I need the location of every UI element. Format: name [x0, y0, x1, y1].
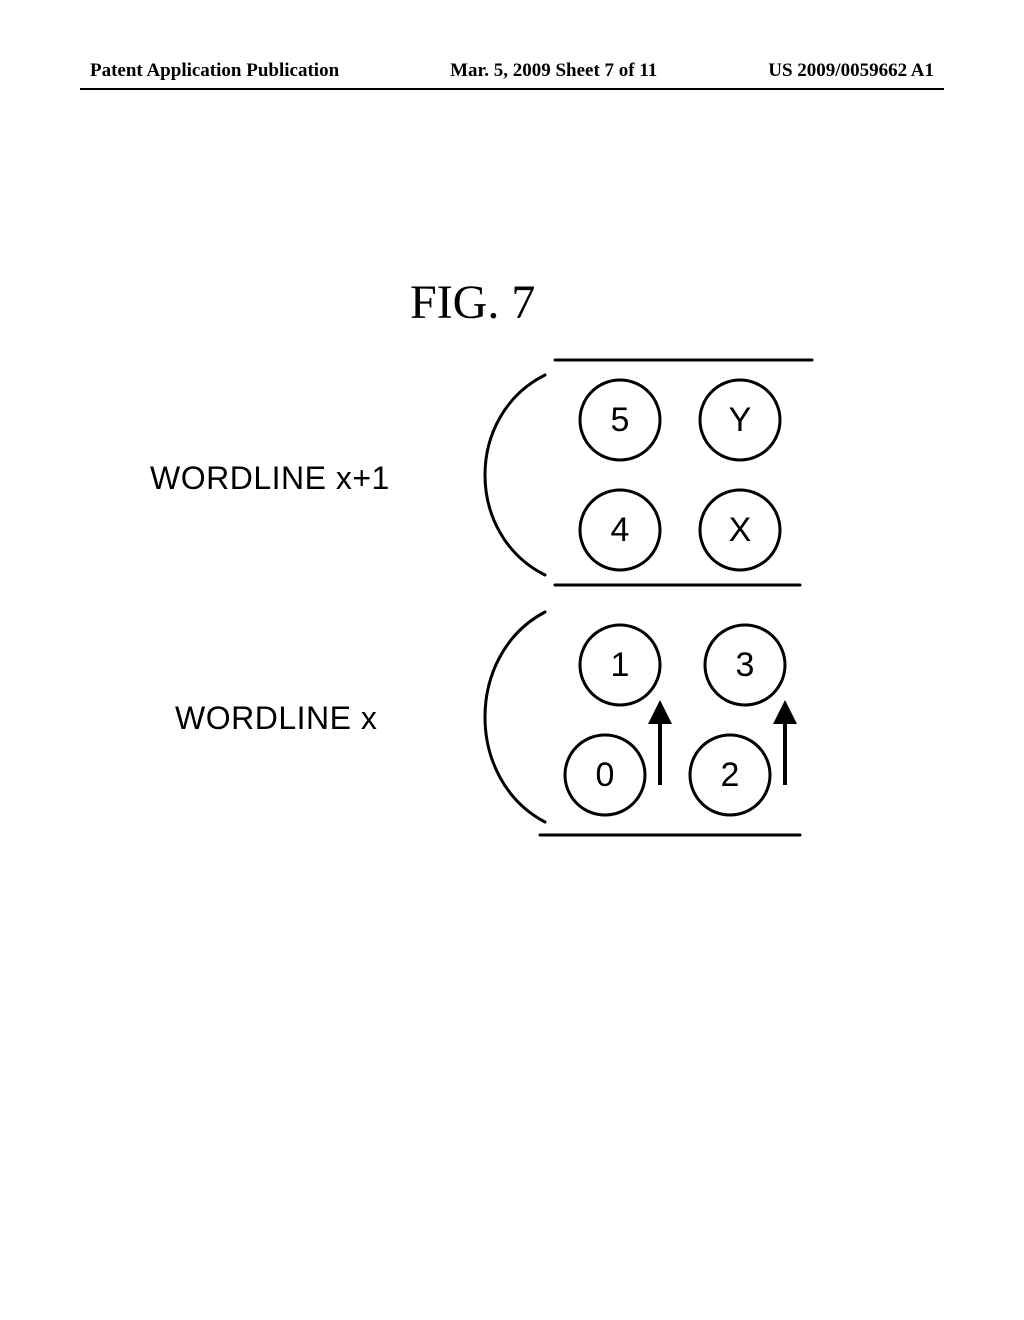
circles: 5 Y 4 X 1 3 0 2: [565, 380, 785, 815]
cell-label: 2: [721, 756, 740, 794]
brace: [485, 612, 545, 822]
cell-label: 1: [611, 646, 630, 684]
arrow-head: [773, 700, 797, 724]
braces: [485, 375, 545, 822]
brace: [485, 375, 545, 575]
diagram-svg: 5 Y 4 X 1 3 0 2: [0, 0, 1024, 1320]
arrow-head: [648, 700, 672, 724]
cell-label: 5: [611, 401, 630, 439]
cell-label: 4: [611, 511, 630, 549]
cell-label: 3: [736, 646, 755, 684]
cell-label: Y: [729, 401, 752, 439]
page: Patent Application Publication Mar. 5, 2…: [0, 0, 1024, 1320]
cell-label: 0: [596, 756, 615, 794]
cell-label: X: [729, 511, 752, 549]
